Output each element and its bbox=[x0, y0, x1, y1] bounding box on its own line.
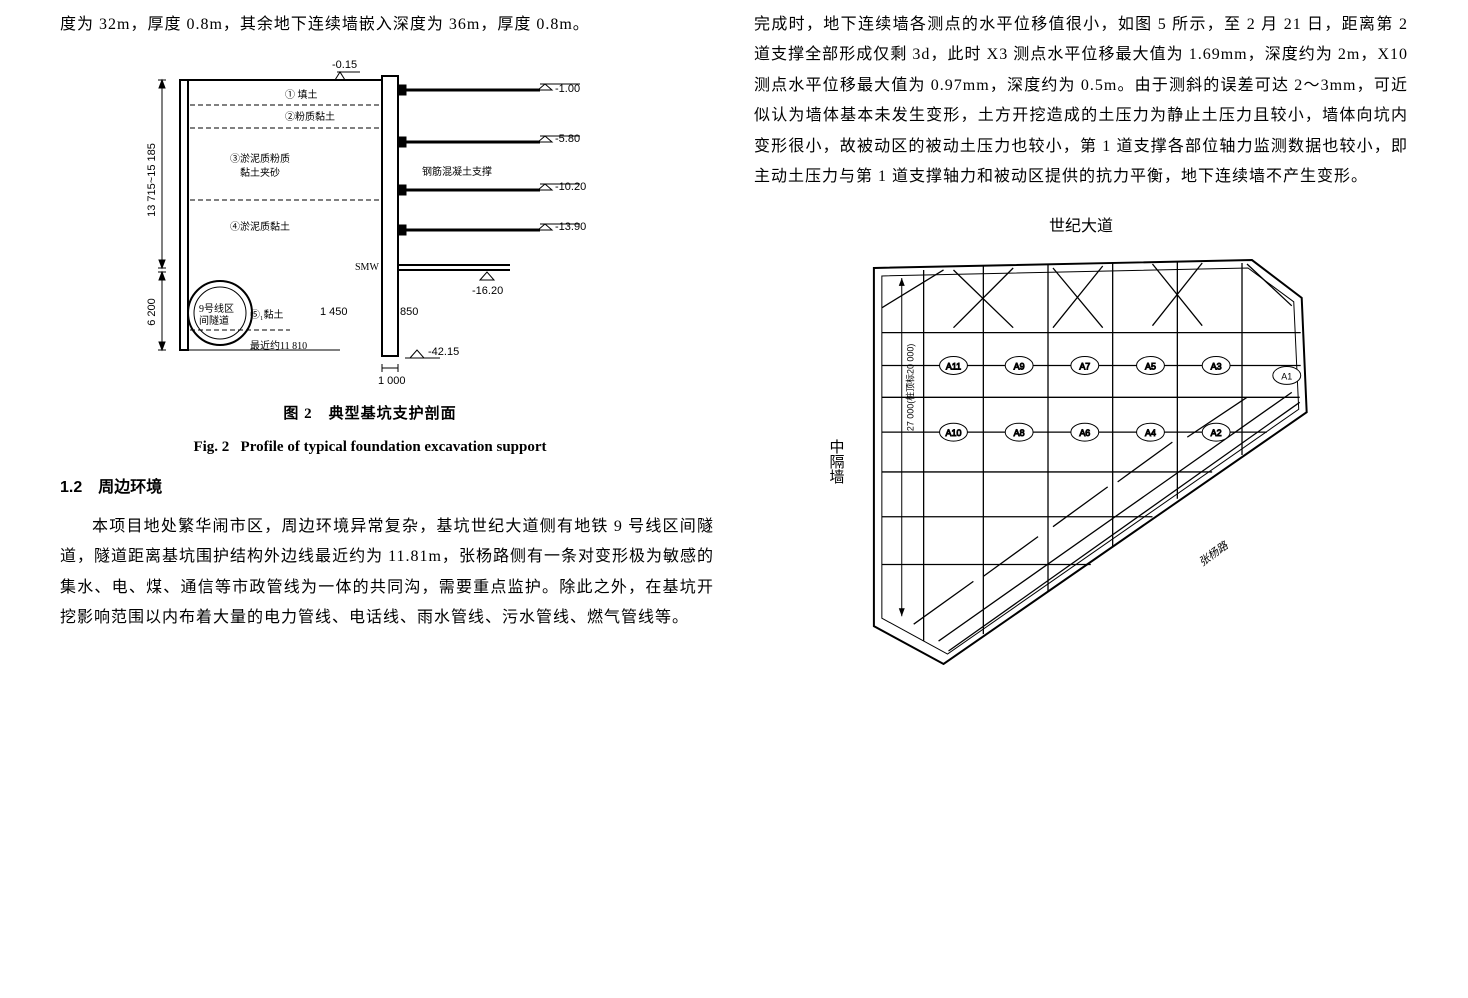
support-label: 钢筋混凝土支撑 bbox=[422, 165, 492, 178]
dim-left-2: 6 200 bbox=[146, 299, 158, 327]
figure-3: 世纪大道 中隔墙 bbox=[821, 212, 1341, 676]
para-1-2: 本项目地处繁华闹市区，周边环境异常复杂，基坑世纪大道侧有地铁 9 号线区间隧道，… bbox=[60, 512, 714, 634]
figure-3-svg: 27 000(桩顶标20 000) A11 A9 A7 A5 A3 A10 A8 A6 A4 A… bbox=[854, 247, 1342, 677]
section-title: 周边环境 bbox=[98, 479, 162, 496]
fig2-text-en: Profile of typical foundation excavation… bbox=[241, 439, 547, 455]
dim-1450: 1 450 bbox=[320, 306, 348, 318]
fig2-caption-cn: 图 2 典型基坑支护剖面 bbox=[110, 400, 630, 429]
figure-2-svg: 13 715~15 185 6 200 -0.15 ① 填土 ②粉质黏土 ③淤泥… bbox=[110, 50, 630, 390]
node-a8: A8 bbox=[1013, 428, 1024, 438]
dim-1000: 1 000 bbox=[378, 375, 406, 387]
section-1-2-heading: 1.2 周边环境 bbox=[60, 473, 714, 503]
node-a4: A4 bbox=[1145, 428, 1156, 438]
tunnel-a: 9号线区 bbox=[199, 302, 234, 315]
node-a1: A1 bbox=[1281, 371, 1292, 381]
smw-label: SMW bbox=[355, 262, 379, 273]
fig2-label-en: Fig. 2 bbox=[193, 439, 229, 455]
node-a2: A2 bbox=[1210, 428, 1221, 438]
section-num: 1.2 bbox=[60, 479, 82, 496]
left-column: 度为 32m，厚度 0.8m，其余地下连续墙嵌入深度为 36m，厚度 0.8m。… bbox=[60, 10, 714, 988]
fig3-dim: 27 000(桩顶标20 000) bbox=[904, 343, 915, 430]
dim-left-1: 13 715~15 185 bbox=[146, 144, 158, 218]
soil-4: ④淤泥质黏土 bbox=[230, 220, 290, 233]
dim-850: 850 bbox=[400, 306, 418, 318]
lv-5: -16.20 bbox=[472, 285, 503, 297]
fig3-top-label: 世纪大道 bbox=[821, 212, 1341, 242]
node-a9: A9 bbox=[1013, 361, 1024, 371]
fig2-caption-en: Fig. 2 Profile of typical foundation exc… bbox=[110, 433, 630, 462]
fig3-left-label: 中隔墙 bbox=[821, 439, 850, 484]
soil-3b: 黏土夹砂 bbox=[240, 166, 280, 179]
node-a10: A10 bbox=[945, 428, 961, 438]
soil-5: ⑤₁黏土 bbox=[250, 308, 284, 321]
para-continuation: 度为 32m，厚度 0.8m，其余地下连续墙嵌入深度为 36m，厚度 0.8m。 bbox=[60, 10, 714, 40]
lv-bot: -42.15 bbox=[428, 346, 459, 358]
figure-2: 13 715~15 185 6 200 -0.15 ① 填土 ②粉质黏土 ③淤泥… bbox=[110, 50, 630, 461]
dim-11810: 最近约11 810 bbox=[250, 339, 307, 352]
lv-1: -1.00 bbox=[555, 83, 580, 95]
node-a7: A7 bbox=[1079, 361, 1090, 371]
tunnel-b: 间隧道 bbox=[199, 314, 229, 327]
lv-top: -0.15 bbox=[332, 59, 357, 71]
lv-2: -5.80 bbox=[555, 133, 580, 145]
para-right-1: 完成时，地下连续墙各测点的水平位移值很小，如图 5 所示，至 2 月 21 日，… bbox=[754, 10, 1408, 192]
fig3-right-label: 张杨路 bbox=[1196, 538, 1231, 568]
node-a6: A6 bbox=[1079, 428, 1090, 438]
node-a3: A3 bbox=[1210, 361, 1221, 371]
lv-3: -10.20 bbox=[555, 181, 586, 193]
node-a11: A11 bbox=[945, 361, 960, 371]
soil-2: ②粉质黏土 bbox=[285, 110, 335, 123]
lv-4: -13.90 bbox=[555, 221, 586, 233]
right-column: 完成时，地下连续墙各测点的水平位移值很小，如图 5 所示，至 2 月 21 日，… bbox=[754, 10, 1408, 988]
soil-1: ① 填土 bbox=[285, 88, 318, 101]
node-a5: A5 bbox=[1145, 361, 1156, 371]
soil-3a: ③淤泥质粉质 bbox=[230, 152, 290, 165]
